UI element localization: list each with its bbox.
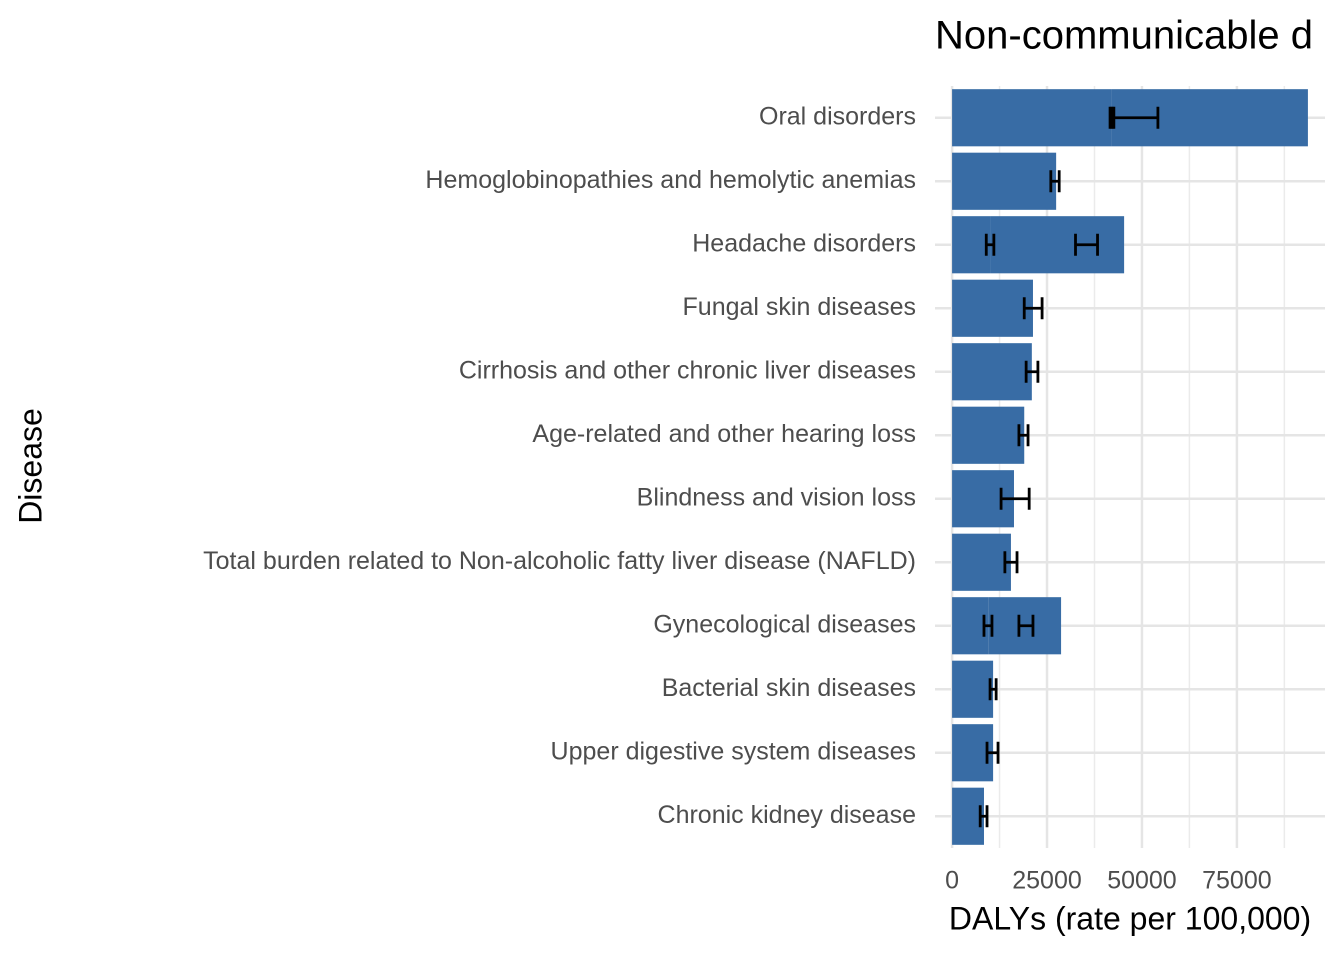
y-tick-label: Gynecological diseases bbox=[653, 610, 916, 638]
chart-title: Non-communicable d bbox=[935, 14, 1313, 58]
x-tick-label: 25000 bbox=[1012, 867, 1082, 895]
error-bar bbox=[999, 487, 1031, 510]
error-bar bbox=[1074, 233, 1099, 256]
bar bbox=[952, 597, 989, 655]
y-tick-label: Hemoglobinopathies and hemolytic anemias bbox=[425, 166, 916, 194]
error-bar bbox=[1017, 424, 1030, 447]
error-bar bbox=[985, 741, 1000, 764]
y-tick-label: Total burden related to Non-alcoholic fa… bbox=[203, 547, 916, 575]
bar bbox=[952, 279, 1033, 337]
x-tick-label: 75000 bbox=[1202, 867, 1272, 895]
bar bbox=[952, 89, 1112, 147]
bar bbox=[952, 660, 994, 718]
error-bar bbox=[1049, 170, 1061, 193]
bar bbox=[952, 343, 1032, 401]
y-tick-label: Blindness and vision loss bbox=[637, 483, 916, 511]
bar bbox=[952, 152, 1057, 210]
bar bbox=[990, 216, 1125, 274]
y-tick-label: Cirrhosis and other chronic liver diseas… bbox=[459, 356, 916, 384]
error-bar bbox=[1017, 614, 1035, 637]
error-bar bbox=[1022, 297, 1044, 320]
error-bar bbox=[1110, 106, 1160, 129]
y-axis-label: Disease bbox=[12, 408, 48, 524]
bar bbox=[952, 216, 991, 274]
x-tick-label: 50000 bbox=[1107, 867, 1177, 895]
y-tick-label: Headache disorders bbox=[692, 229, 916, 257]
bar bbox=[952, 787, 984, 845]
error-bar bbox=[1024, 360, 1040, 383]
x-tick-label: 0 bbox=[945, 867, 959, 895]
error-bar bbox=[984, 233, 996, 256]
x-axis-label: DALYs (rate per 100,000) bbox=[949, 900, 1311, 936]
y-tick-label: Upper digestive system diseases bbox=[551, 737, 916, 765]
y-tick-label: Age-related and other hearing loss bbox=[532, 420, 916, 448]
error-bar bbox=[978, 805, 989, 828]
y-tick-label: Fungal skin diseases bbox=[683, 293, 916, 321]
y-tick-label: Chronic kidney disease bbox=[658, 801, 916, 829]
bar bbox=[952, 406, 1025, 464]
bar bbox=[952, 533, 1011, 591]
error-bar bbox=[1003, 551, 1019, 574]
error-bar bbox=[988, 678, 998, 701]
y-tick-label: Oral disorders bbox=[759, 102, 916, 130]
error-bar bbox=[982, 614, 994, 637]
y-tick-label: Bacterial skin diseases bbox=[662, 674, 916, 702]
